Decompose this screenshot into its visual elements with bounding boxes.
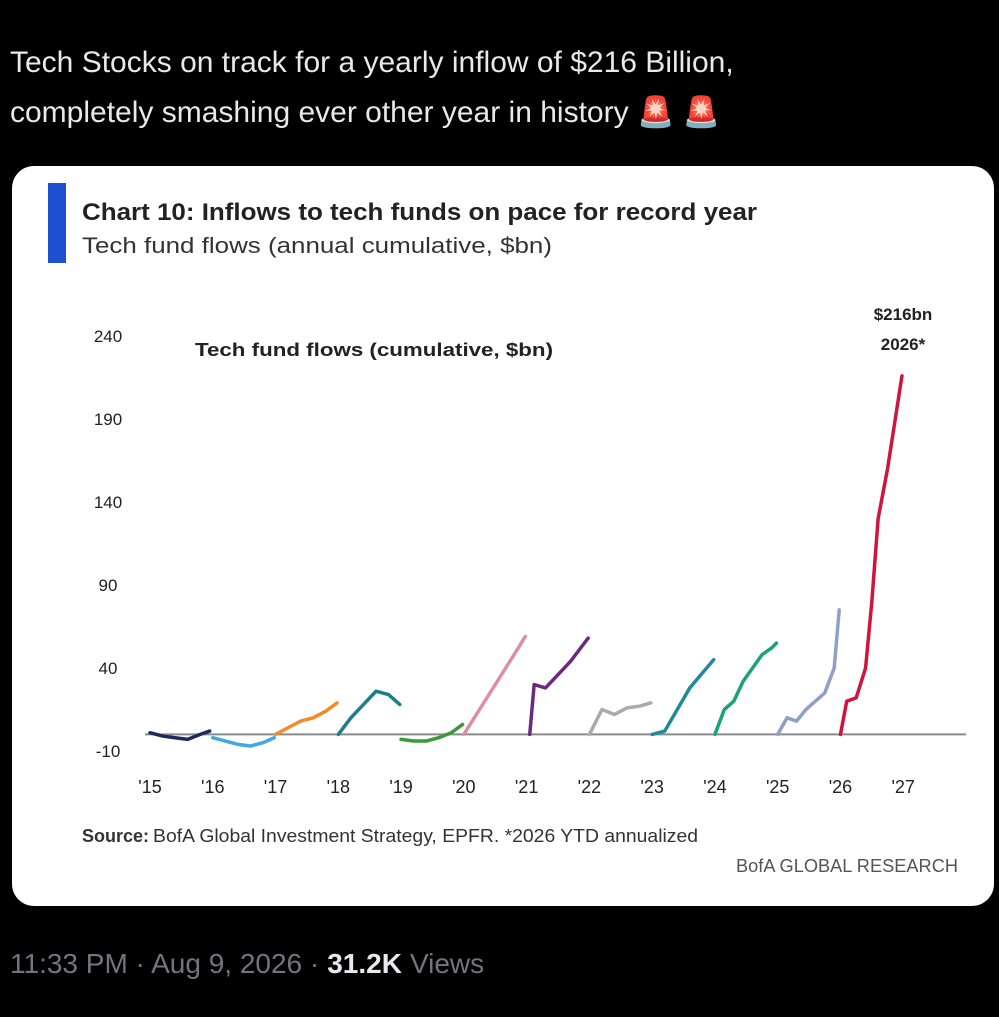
y-tick-label: -10 bbox=[96, 742, 121, 761]
series-line bbox=[528, 636, 590, 737]
x-tick-label: '19 bbox=[389, 777, 412, 797]
series-line bbox=[273, 701, 339, 737]
x-tick-label: '26 bbox=[829, 777, 852, 797]
series-line bbox=[211, 735, 277, 748]
series-line bbox=[148, 729, 212, 742]
x-tick-label: '24 bbox=[703, 777, 726, 797]
y-tick-label: 90 bbox=[99, 576, 118, 595]
x-tick-label: '16 bbox=[201, 777, 224, 797]
series-line bbox=[462, 634, 528, 737]
series-line bbox=[650, 657, 716, 737]
post-text: completely smashing ever other year in h… bbox=[10, 94, 720, 129]
y-tick-label: 240 bbox=[94, 327, 122, 346]
x-tick-label: '22 bbox=[578, 777, 601, 797]
source-label: Source: bbox=[82, 826, 149, 846]
y-tick-label: 40 bbox=[99, 659, 118, 678]
series-line bbox=[336, 689, 402, 737]
x-tick-label: '20 bbox=[452, 777, 475, 797]
series-line bbox=[838, 374, 904, 737]
plot: -10 40 90 140 190 240 '15 '16 '17 '18 '19 '20 '21 '22… bbox=[94, 327, 966, 797]
brand: BofA GLOBAL RESEARCH bbox=[736, 856, 958, 876]
timestamp: 11:33 PM · Aug 9, 2026 · bbox=[10, 948, 319, 979]
x-tick-label: '17 bbox=[264, 777, 287, 797]
chart-subtitle: Tech fund flows (annual cumulative, $bn) bbox=[82, 233, 552, 258]
series-line bbox=[775, 608, 841, 737]
post-text: Tech Stocks on track for a yearly inflow… bbox=[10, 46, 734, 79]
views-count[interactable]: 31.2K bbox=[327, 948, 402, 979]
source-text: BofA Global Investment Strategy, EPFR. *… bbox=[153, 826, 698, 846]
inner-label: Tech fund flows (cumulative, $bn) bbox=[195, 340, 553, 360]
series-line bbox=[587, 701, 653, 737]
annotation: $216bn bbox=[874, 305, 933, 324]
views-label: Views bbox=[410, 948, 484, 979]
x-tick-label: '15 bbox=[138, 777, 161, 797]
x-tick-label: '18 bbox=[327, 777, 350, 797]
y-tick-label: 140 bbox=[94, 493, 122, 512]
x-tick-label: '21 bbox=[515, 777, 538, 797]
y-tick-label: 190 bbox=[94, 410, 122, 429]
series-line bbox=[399, 722, 465, 743]
x-tick-label: '25 bbox=[766, 777, 789, 797]
chart-card[interactable] bbox=[12, 166, 994, 906]
x-tick-label: '23 bbox=[640, 777, 663, 797]
annotation: 2026* bbox=[881, 335, 926, 354]
series-line bbox=[713, 641, 779, 737]
post-meta: 11:33 PM · Aug 9, 2026 · 31.2K Views bbox=[10, 948, 484, 979]
source: Source: BofA Global Investment Strategy, … bbox=[82, 826, 698, 846]
chart-title: Chart 10: Inflows to tech funds on pace … bbox=[82, 199, 757, 226]
title-bar bbox=[48, 183, 66, 263]
x-tick-label: '27 bbox=[891, 777, 914, 797]
